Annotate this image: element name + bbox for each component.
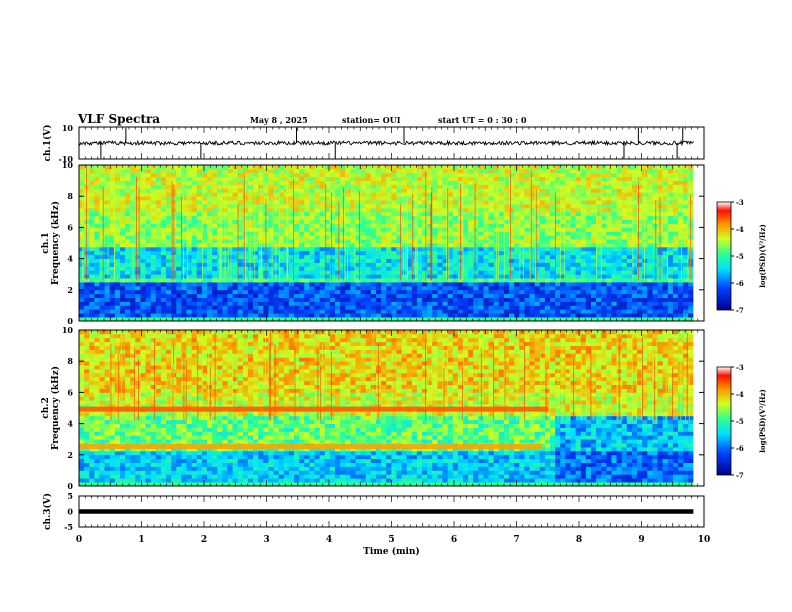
ch2-colorbar-tick-label: -5	[736, 417, 744, 426]
ch1-colorbar-tick-label: -6	[736, 279, 744, 288]
ch2-y-tick-label: 8	[67, 356, 73, 366]
ch1-y-tick-label: 10	[62, 160, 74, 170]
ch2-spectrogram-cells	[79, 330, 694, 487]
ch3-waveform-y-tick-label: 5	[67, 491, 73, 501]
ch1-y-tick-label: 2	[67, 285, 73, 295]
date-label: May 8 , 2025	[250, 115, 308, 125]
ch1-colorbar-tick-label: -7	[736, 306, 744, 315]
emission-line-2	[79, 444, 542, 449]
ch2-y-tick-label: 2	[67, 450, 73, 460]
ch2-y-tick-label: 0	[67, 481, 73, 491]
x-tick-label: 3	[263, 535, 269, 545]
ch1-y-axis-label: Frequency (kHz)	[50, 201, 61, 285]
ch1-y-tick-label: 8	[67, 191, 73, 201]
ch1-y-tick-label: 6	[67, 222, 73, 232]
ch3-waveform-y-tick-label: 0	[67, 507, 73, 517]
ch3-waveform-y-axis-label: ch.3(V)	[42, 493, 53, 530]
ch1-y-tick-label: 0	[67, 316, 73, 326]
emission-line-1	[79, 406, 548, 412]
ch2-colorbar	[716, 366, 732, 476]
x-axis-label: Time (min)	[363, 546, 420, 557]
ch1-waveform-trace	[78, 139, 694, 147]
ch1-colorbar-label: log(PSD)(V²/Hz)	[758, 224, 767, 288]
ch2-y-tick-label: 6	[67, 387, 73, 397]
x-tick-label: 6	[451, 535, 457, 545]
ch1-waveform-y-tick-label: -10	[59, 154, 74, 164]
ch2-colorbar-tick-label: -4	[736, 390, 744, 399]
x-tick-label: 4	[326, 535, 332, 545]
x-tick-label: 8	[576, 535, 582, 545]
x-tick-label: 9	[638, 535, 644, 545]
ch2-colorbar-tick-label: -6	[736, 444, 744, 453]
x-tick-label: 7	[513, 535, 519, 545]
ch2-y-tick-label: 10	[62, 325, 74, 335]
ch3-waveform-y-tick-label: -5	[64, 522, 73, 532]
ch1-waveform-y-axis-label: ch.1(V)	[42, 125, 53, 162]
ch1-spectrogram-cells	[79, 165, 694, 322]
ch1-colorbar	[716, 201, 732, 311]
ch1-waveform-y-tick-label: 10	[62, 123, 74, 133]
chart-title: VLF Spectra	[78, 112, 161, 126]
ch2-y-axis-label: ch.2	[41, 397, 51, 418]
x-tick-label: 2	[201, 535, 207, 545]
ch2-colorbar-label: log(PSD)(V²/Hz)	[758, 389, 767, 453]
ch2-colorbar-tick-label: -3	[736, 363, 744, 372]
ch1-colorbar-tick-label: -5	[736, 252, 744, 261]
ch1-colorbar-tick-label: -3	[736, 198, 744, 207]
x-tick-label: 0	[76, 535, 82, 545]
ch1-y-tick-label: 4	[67, 254, 73, 264]
ch2-y-tick-label: 4	[67, 419, 73, 429]
ch2-colorbar-tick-label: -7	[736, 471, 744, 480]
x-tick-label: 5	[388, 535, 394, 545]
start-time-label: start UT = 0 : 30 : 0	[438, 115, 527, 125]
ch1-y-axis-label: ch.1	[41, 232, 51, 253]
x-tick-label: 1	[138, 535, 144, 545]
ch2-y-axis-label: Frequency (kHz)	[50, 366, 61, 450]
station-label: station= OUI	[342, 115, 401, 125]
ch1-colorbar-tick-label: -4	[736, 225, 744, 234]
x-tick-label: 10	[698, 535, 711, 545]
